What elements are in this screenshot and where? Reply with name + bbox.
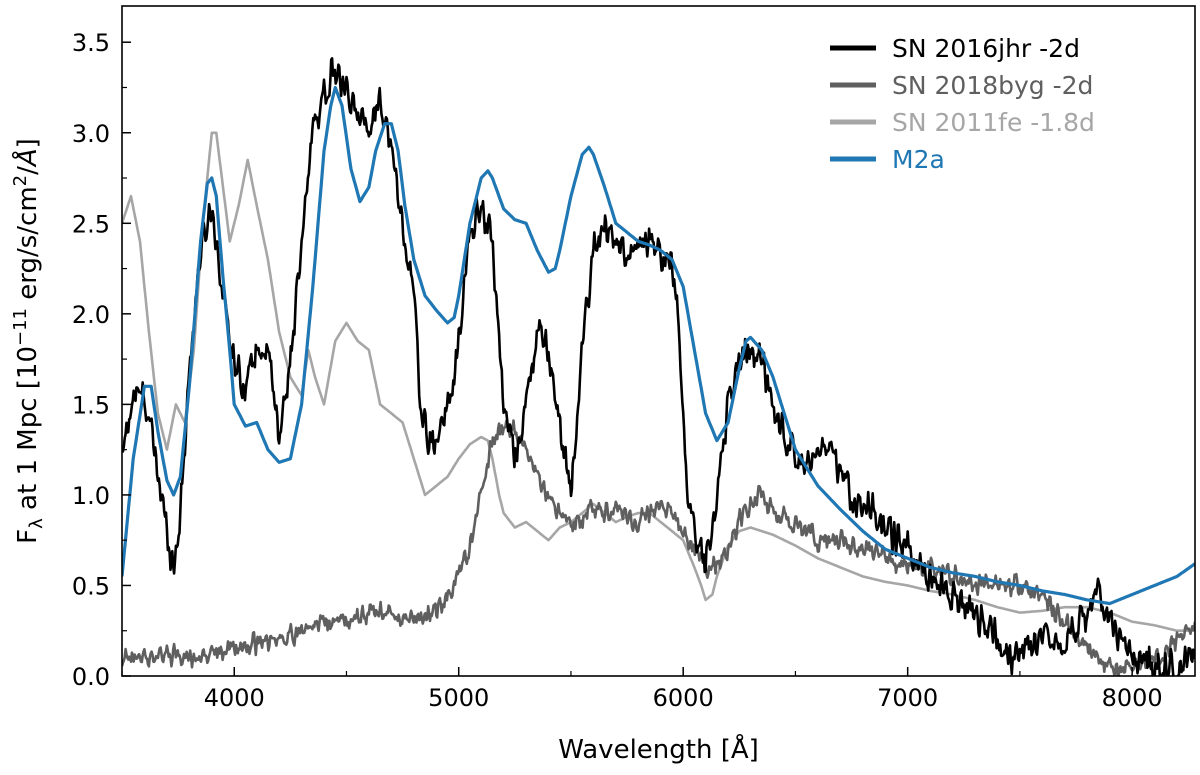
y-tick-label: 1.5 xyxy=(72,391,110,419)
y-axis: 0.0 0.5 1.0 1.5 2.0 2.5 3.0 3.5 xyxy=(72,29,131,691)
y-label-part: −11 xyxy=(10,308,31,346)
legend-label: SN 2011fe -1.8d xyxy=(892,108,1095,137)
y-tick-label: 1.0 xyxy=(72,482,110,510)
series-line-1 xyxy=(122,419,1195,676)
legend-label: SN 2016jhr -2d xyxy=(892,34,1080,63)
y-tick-label: 2.0 xyxy=(72,301,110,329)
series-line-2 xyxy=(122,131,1195,632)
y-label-part: ] xyxy=(13,138,43,148)
legend: SN 2016jhr -2d SN 2018byg -2d SN 2011fe -1… xyxy=(830,34,1095,174)
y-tick-label: 0.0 xyxy=(72,663,110,691)
y-tick-label: 3.5 xyxy=(72,29,110,57)
y-label-part: / xyxy=(13,166,43,175)
x-axis: 4000 5000 6000 7000 8000 xyxy=(121,667,1163,712)
series-line-0 xyxy=(122,57,1195,676)
y-tick-label: 3.0 xyxy=(72,120,110,148)
x-tick-label: 5000 xyxy=(428,684,489,712)
y-label-part: erg/s/cm xyxy=(13,186,43,308)
x-tick-label: 8000 xyxy=(1102,684,1163,712)
legend-label: M2a xyxy=(892,145,945,174)
y-label-part: F xyxy=(13,529,43,544)
series-layer xyxy=(122,57,1195,676)
y-tick-label: 0.5 xyxy=(72,572,110,600)
y-label-part: at 1 Mpc [10 xyxy=(13,346,43,518)
plot-frame xyxy=(121,5,1196,677)
x-tick-label: 7000 xyxy=(877,684,938,712)
y-label-part: λ xyxy=(26,518,47,529)
series-line-3 xyxy=(122,85,1195,606)
y-axis-label: Fλ at 1 Mpc [10−11 erg/s/cm2/Å] xyxy=(10,138,47,544)
y-label-part: Å xyxy=(11,148,43,168)
x-tick-label: 4000 xyxy=(204,684,265,712)
legend-label: SN 2018byg -2d xyxy=(892,71,1093,100)
y-tick-label: 2.5 xyxy=(72,210,110,238)
y-label-part: 2 xyxy=(10,175,31,186)
x-axis-label: Wavelength [Å] xyxy=(558,733,759,765)
x-tick-label: 6000 xyxy=(653,684,714,712)
